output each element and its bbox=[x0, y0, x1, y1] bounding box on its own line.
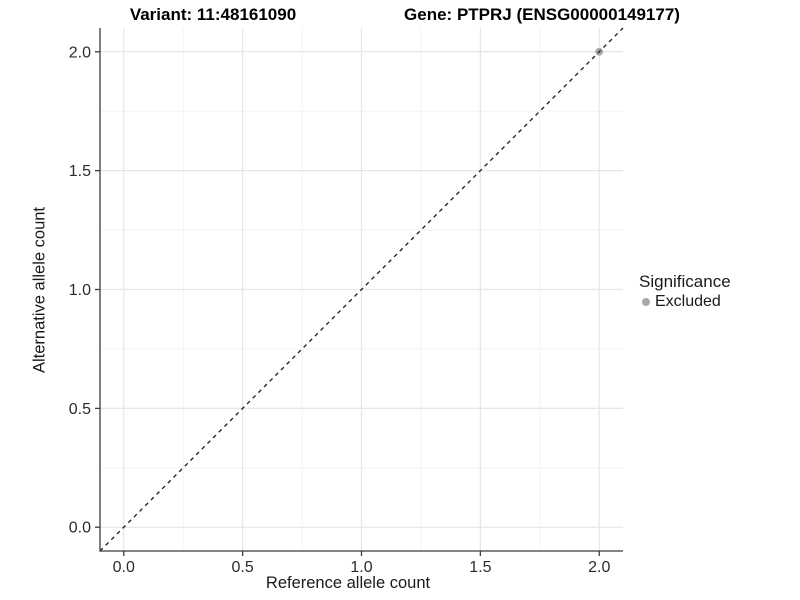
y-tick-label: 1.5 bbox=[69, 163, 91, 180]
x-tick-label: 1.5 bbox=[469, 559, 491, 576]
y-axis-title: Alternative allele count bbox=[30, 206, 49, 374]
x-tick-label: 1.0 bbox=[350, 559, 372, 576]
legend-item-excluded: Excluded bbox=[639, 293, 731, 311]
x-tick-label: 0.0 bbox=[113, 559, 135, 576]
x-tick-label: 2.0 bbox=[588, 559, 610, 576]
x-tick-label: 0.5 bbox=[232, 559, 254, 576]
point-swatch-icon bbox=[642, 298, 650, 306]
y-tick-label: 1.0 bbox=[69, 282, 91, 299]
x-axis-title: Reference allele count bbox=[265, 574, 431, 592]
legend: Significance Excluded bbox=[639, 272, 731, 311]
legend-item-label: Excluded bbox=[655, 293, 721, 310]
y-tick-label: 2.0 bbox=[69, 44, 91, 61]
y-tick-label: 0.0 bbox=[69, 520, 91, 537]
legend-title: Significance bbox=[639, 272, 731, 291]
gene-title: Gene: PTPRJ (ENSG00000149177) bbox=[404, 5, 680, 24]
y-tick-label: 0.5 bbox=[69, 401, 91, 418]
identity-line bbox=[99, 27, 624, 552]
variant-title: Variant: 11:48161090 bbox=[129, 5, 297, 24]
